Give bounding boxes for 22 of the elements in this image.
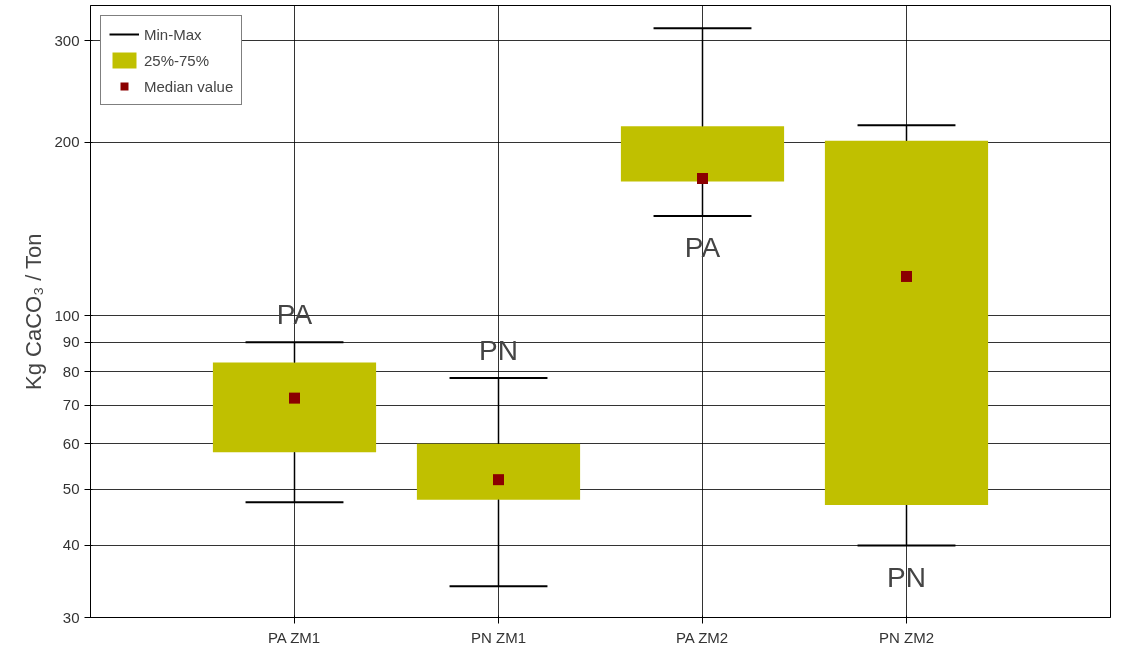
x-tick-label: PN ZM2	[879, 628, 935, 646]
y-tick-label: 50	[62, 480, 80, 498]
y-tick-label: 300	[54, 31, 80, 49]
y-tick-label: 100	[54, 306, 80, 324]
annotation: Min-Max	[144, 25, 202, 43]
legend-label: Median value	[144, 77, 234, 95]
y-tick-label: 70	[62, 396, 80, 414]
legend-label: 25%-75%	[144, 51, 210, 69]
y-tick-label: 90	[62, 333, 80, 351]
x-tick-label: PA ZM2	[675, 628, 729, 646]
y-tick-label: 30	[62, 608, 80, 626]
y-tick-label: 80	[62, 362, 80, 380]
y-tick-label: 200	[54, 133, 80, 151]
point	[697, 172, 708, 184]
y-tick-label: 40	[62, 536, 80, 554]
x-tick-label: PN ZM1	[471, 628, 527, 646]
y-axis-title: Kg CaCO₃ / Ton	[21, 233, 47, 390]
x-tick-label: PA ZM1	[267, 628, 321, 646]
point	[289, 392, 300, 404]
y-tick-label: 60	[62, 434, 80, 452]
point	[493, 474, 504, 486]
point	[901, 270, 912, 282]
